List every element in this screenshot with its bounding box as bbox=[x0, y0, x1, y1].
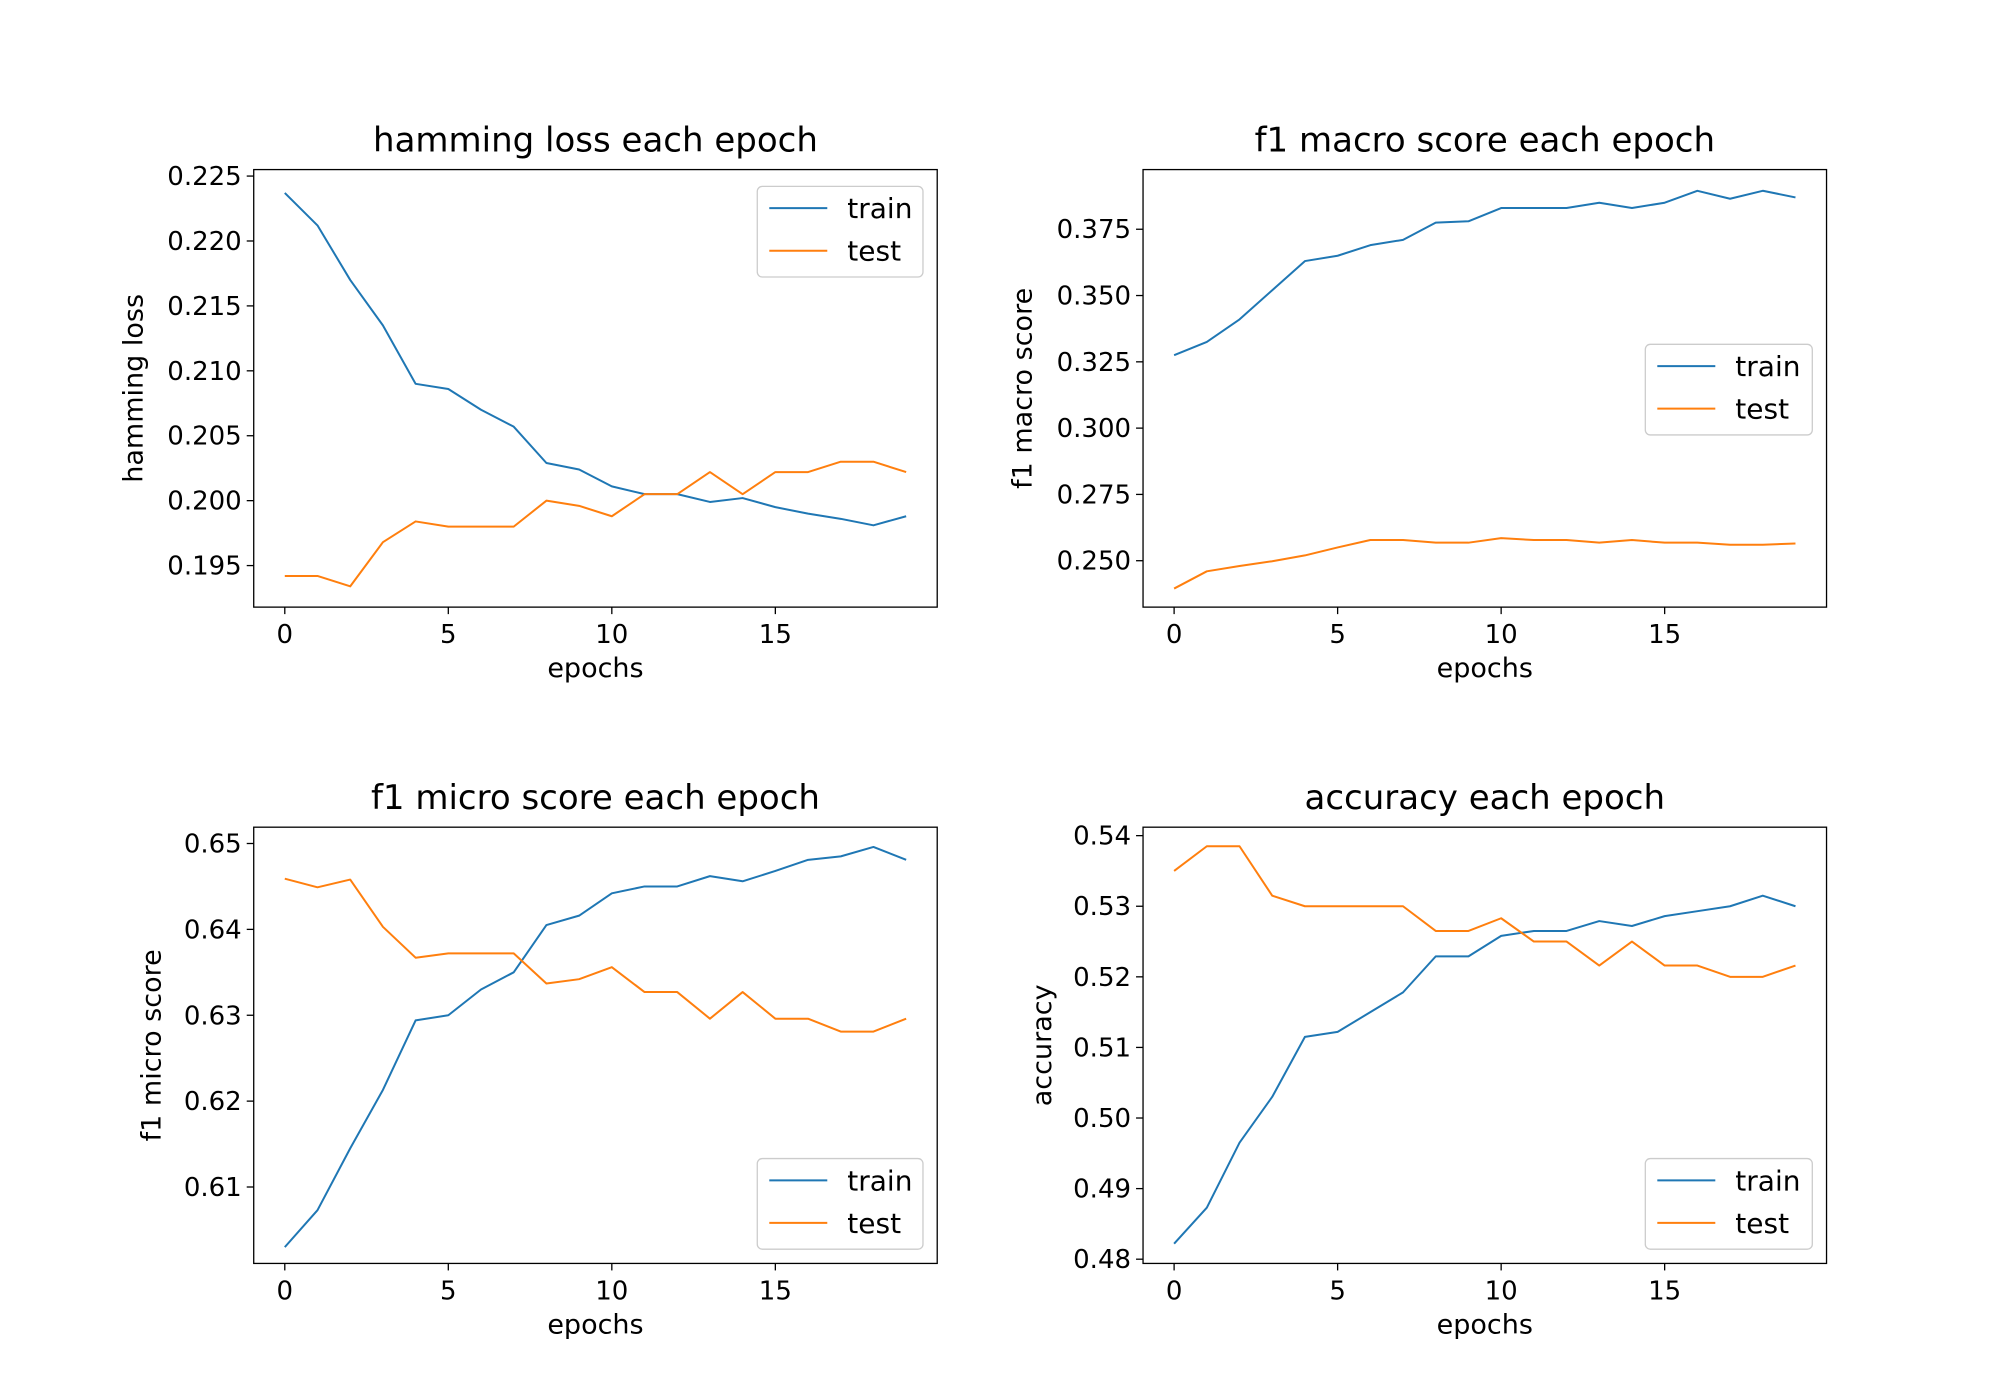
subplot-3: f1 micro score each epoch 0 5 10 15 0.61 0.62 0… bbox=[137, 778, 938, 1340]
legend: train test bbox=[1644, 1157, 1813, 1250]
y-tick-label: 0.54 bbox=[1073, 822, 1131, 852]
legend-label-train: train bbox=[847, 192, 912, 225]
series-line-test bbox=[1173, 537, 1796, 590]
y-axis-label: f1 micro score bbox=[137, 949, 168, 1141]
axes-frame bbox=[253, 168, 938, 608]
x-tick-label: 15 bbox=[759, 1276, 792, 1306]
legend: train test bbox=[756, 185, 924, 278]
legend-label-train: train bbox=[847, 1164, 912, 1197]
y-tick-label: 0.325 bbox=[1057, 348, 1131, 378]
x-tick-label: 0 bbox=[277, 620, 294, 650]
y-axis-label: accuracy bbox=[1027, 984, 1058, 1106]
y-tick-label: 0.62 bbox=[184, 1087, 242, 1117]
axes-frame bbox=[1142, 826, 1828, 1265]
x-tick-label: 0 bbox=[1166, 1276, 1183, 1306]
x-tick-label: 15 bbox=[759, 620, 792, 650]
legend-label-train: train bbox=[1735, 350, 1800, 383]
y-tick-label: 0.61 bbox=[184, 1173, 242, 1203]
x-axis-label: epochs bbox=[1437, 653, 1533, 684]
legend-label-test: test bbox=[1735, 1207, 1789, 1240]
legend: train test bbox=[1644, 343, 1813, 436]
y-tick-label: 0.205 bbox=[167, 422, 241, 452]
subplot-4: accuracy each epoch 0 5 10 15 0.48 0.49 0.50 0.5… bbox=[1027, 778, 1828, 1340]
y-tick-label: 0.215 bbox=[167, 292, 241, 322]
x-tick-label: 10 bbox=[1485, 620, 1518, 650]
legend-label-test: test bbox=[847, 235, 901, 268]
y-tick-label: 0.195 bbox=[167, 552, 241, 582]
x-tick-label: 0 bbox=[1166, 620, 1183, 650]
x-axis-label: epochs bbox=[1437, 1309, 1533, 1340]
y-tick-label: 0.210 bbox=[167, 357, 241, 387]
y-tick-label: 0.48 bbox=[1073, 1245, 1131, 1275]
y-tick-label: 0.350 bbox=[1057, 282, 1131, 312]
y-tick-label: 0.220 bbox=[167, 227, 241, 257]
x-tick-label: 5 bbox=[440, 620, 457, 650]
series-line-train bbox=[284, 845, 907, 1248]
series-line-test bbox=[1173, 845, 1796, 978]
y-tick-label: 0.52 bbox=[1073, 963, 1131, 993]
y-tick-label: 0.49 bbox=[1073, 1175, 1131, 1205]
legend: train test bbox=[756, 1157, 924, 1250]
y-axis-label: hamming loss bbox=[118, 294, 149, 483]
x-tick-label: 5 bbox=[1329, 620, 1346, 650]
y-tick-label: 0.64 bbox=[184, 915, 242, 945]
series-line-train bbox=[284, 192, 907, 527]
y-tick-label: 0.65 bbox=[184, 830, 242, 860]
y-tick-label: 0.50 bbox=[1073, 1104, 1131, 1134]
y-tick-label: 0.375 bbox=[1057, 215, 1131, 245]
chart-title: f1 micro score each epoch bbox=[371, 778, 820, 818]
chart-title: accuracy each epoch bbox=[1305, 778, 1666, 818]
axes-frame bbox=[253, 826, 938, 1265]
x-tick-label: 15 bbox=[1648, 1276, 1681, 1306]
series-line-train bbox=[1173, 189, 1796, 357]
axes-frame bbox=[1142, 168, 1828, 608]
y-tick-label: 0.51 bbox=[1073, 1033, 1131, 1063]
x-tick-label: 0 bbox=[277, 1276, 294, 1306]
x-axis-label: epochs bbox=[547, 1309, 643, 1340]
x-axis-label: epochs bbox=[547, 653, 643, 684]
x-tick-label: 5 bbox=[440, 1276, 457, 1306]
x-tick-label: 10 bbox=[595, 620, 628, 650]
y-tick-label: 0.275 bbox=[1057, 480, 1131, 510]
chart-title: hamming loss each epoch bbox=[373, 121, 818, 161]
x-tick-label: 15 bbox=[1648, 620, 1681, 650]
series-line-train bbox=[1173, 894, 1796, 1245]
y-tick-label: 0.200 bbox=[167, 487, 241, 517]
y-tick-label: 0.63 bbox=[184, 1001, 242, 1031]
y-tick-label: 0.53 bbox=[1073, 892, 1131, 922]
x-tick-label: 10 bbox=[595, 1276, 628, 1306]
legend-label-train: train bbox=[1735, 1164, 1800, 1197]
legend-label-test: test bbox=[847, 1207, 901, 1240]
legend-label-test: test bbox=[1735, 393, 1789, 426]
x-tick-label: 5 bbox=[1329, 1276, 1346, 1306]
series-line-test bbox=[284, 460, 907, 588]
y-tick-label: 0.300 bbox=[1057, 414, 1131, 444]
series-line-test bbox=[284, 877, 907, 1033]
subplot-1: hamming loss each epoch 0 5 10 15 0.195 0.200 0… bbox=[118, 121, 938, 684]
y-tick-label: 0.250 bbox=[1057, 547, 1131, 577]
chart-title: f1 macro score each epoch bbox=[1255, 121, 1715, 161]
x-tick-label: 10 bbox=[1485, 1276, 1518, 1306]
subplot-2: f1 macro score each epoch 0 5 10 15 0.250 0.27… bbox=[1008, 121, 1828, 684]
y-tick-label: 0.225 bbox=[167, 162, 241, 192]
y-axis-label: f1 macro score bbox=[1008, 288, 1039, 489]
